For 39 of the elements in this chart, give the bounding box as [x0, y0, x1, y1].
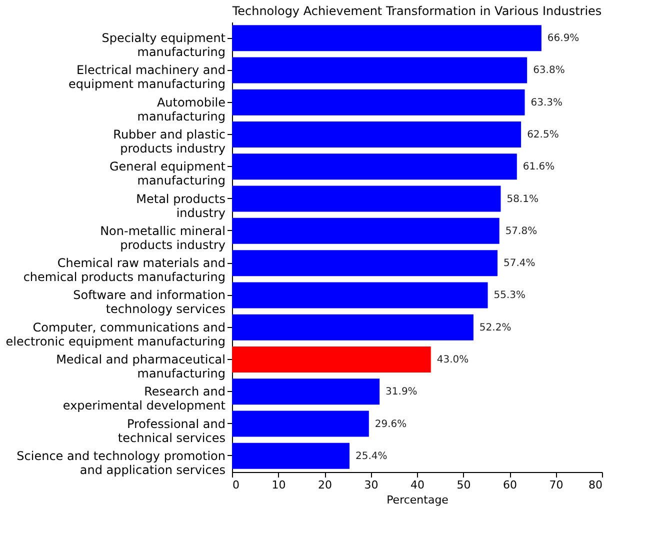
y-tick-label: Non-metallic mineral products industry — [100, 224, 226, 252]
data-label: 43.0% — [436, 354, 469, 366]
y-tick-label: Software and information technology services — [73, 288, 226, 316]
data-label: 66.9% — [547, 33, 580, 44]
x-tick-label: 50 — [456, 478, 471, 492]
y-tick-label: Specialty equipment manufacturing — [102, 31, 226, 60]
x-tick-label: 10 — [272, 478, 286, 492]
x-tick-label: 20 — [318, 478, 332, 492]
y-tick-label: Medical and pharmaceutical manufacturing — [56, 352, 226, 380]
data-label: 52.2% — [479, 322, 512, 334]
data-label: 25.4% — [355, 450, 388, 462]
y-tick-label: Science and technology promotion and application services — [16, 448, 226, 477]
y-tick-label: Research and experimental development — [62, 384, 226, 413]
data-label: 61.6% — [522, 162, 555, 173]
x-tick-label: 30 — [364, 478, 378, 492]
data-label: 55.3% — [494, 290, 526, 302]
data-label: 62.5% — [527, 130, 559, 140]
y-tick-label: Chemical raw materials and chemical products manufacturing — [23, 256, 226, 284]
y-tick-label: Electrical machinery and equipment manufacturing — [68, 63, 226, 92]
data-label: 31.9% — [386, 386, 418, 398]
chart-title: Technology Achievement Transformation in Various Industries — [231, 4, 602, 18]
y-tick-label: Automobile manufacturing — [137, 95, 226, 124]
data-label: 63.3% — [530, 97, 563, 108]
x-tick-label: 70 — [549, 478, 564, 492]
data-label: 58.1% — [506, 194, 538, 205]
data-label: 57.4% — [503, 258, 536, 270]
x-tick-label: 40 — [410, 478, 424, 492]
x-tick-label: 60 — [503, 478, 517, 492]
y-tick-label: Computer, communications and electronic equipment manufacturing — [6, 320, 226, 348]
x-tick-label: 80 — [588, 478, 602, 492]
data-label: 63.8% — [533, 65, 565, 76]
data-label: 29.6% — [374, 418, 407, 430]
data-label: 57.8% — [505, 226, 538, 237]
y-tick-label: Metal products industry — [136, 192, 226, 220]
x-tick-label: 0 — [232, 478, 240, 492]
y-tick-label: Rubber and plastic products industry — [113, 128, 226, 156]
y-tick-label: Professional and technical services — [118, 416, 226, 445]
x-axis-title: Percentage — [386, 494, 449, 506]
y-tick-label: General equipment manufacturing — [109, 160, 226, 188]
